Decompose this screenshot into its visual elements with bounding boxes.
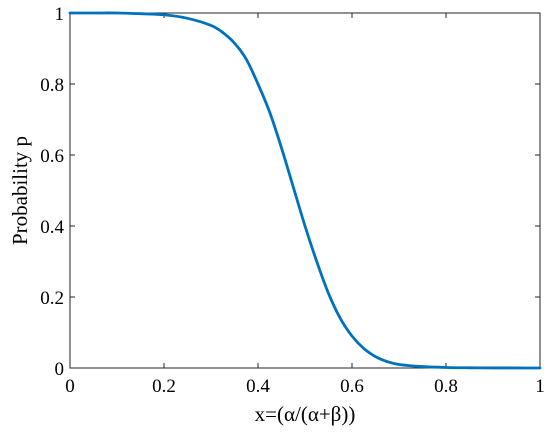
y-tick-label: 0.4 [40, 217, 64, 238]
y-tick-label: 0.2 [40, 288, 64, 309]
x-tick-label: 0.4 [246, 376, 270, 397]
x-ticks: 0 0.2 0.4 0.6 0.8 1 [65, 13, 545, 397]
x-tick-label: 0.8 [434, 376, 458, 397]
y-ticks: 0 0.2 0.4 0.6 0.8 1 [40, 4, 540, 380]
x-axis-label: x=(α/(α+β)) [255, 402, 356, 426]
plot-area-frame [69, 12, 541, 369]
y-tick-label: 0 [55, 359, 65, 380]
y-tick-label: 0.8 [40, 75, 64, 96]
x-tick-label: 0.6 [340, 376, 364, 397]
y-axis-label: Probability p [8, 136, 32, 245]
probability-curve [68, 11, 542, 370]
x-tick-label: 0.2 [152, 376, 176, 397]
y-tick-label: 1 [55, 4, 65, 25]
y-tick-label: 0.6 [40, 146, 64, 167]
x-tick-label: 1 [535, 376, 545, 397]
x-tick-label: 0 [65, 376, 75, 397]
